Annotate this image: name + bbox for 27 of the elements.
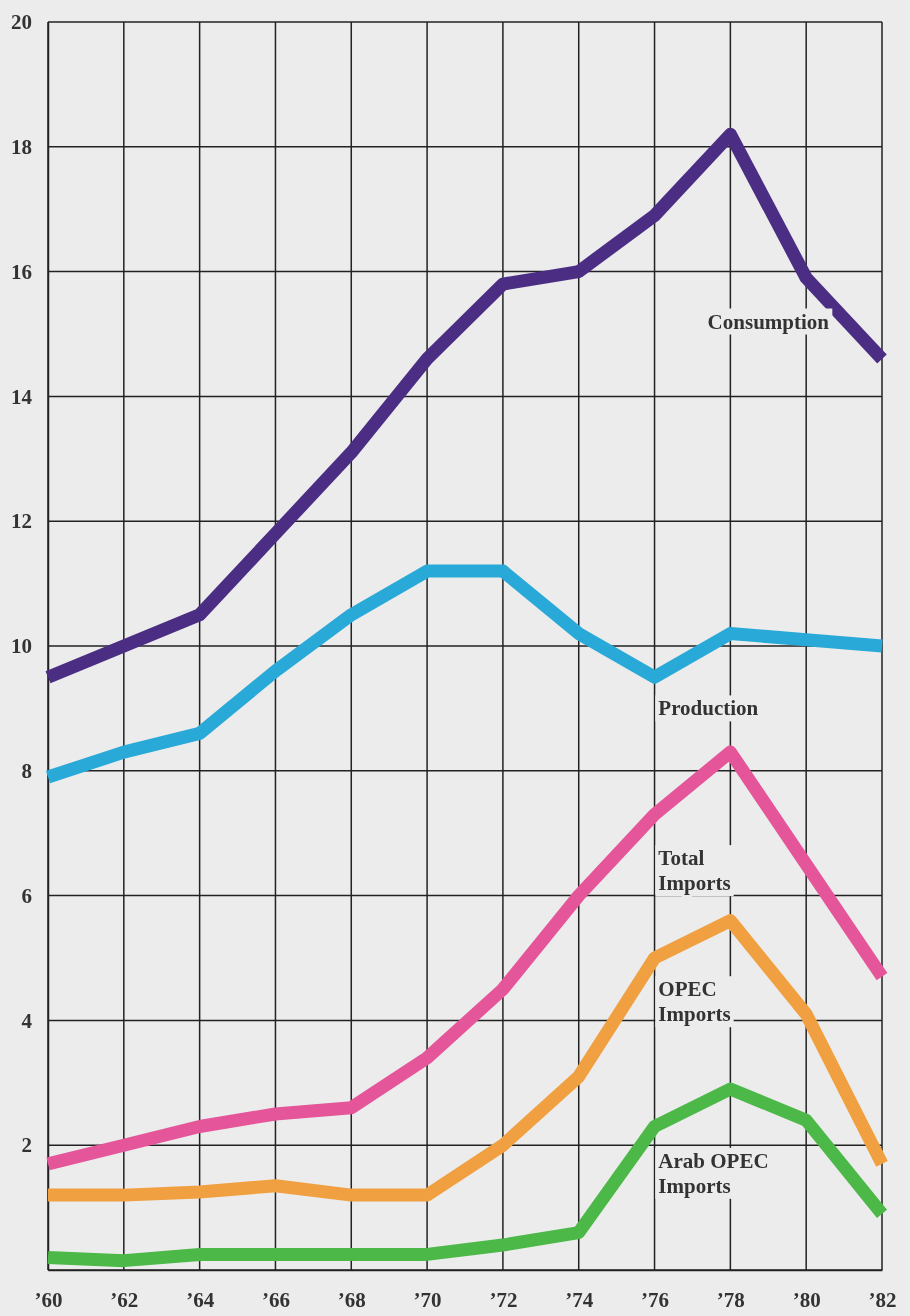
x-tick-label: ’82: [868, 1287, 897, 1312]
series-label: OPEC Imports: [658, 977, 731, 1027]
x-tick-label: ’78: [716, 1287, 745, 1312]
x-tick-label: ’62: [110, 1287, 139, 1312]
y-tick-label: 14: [11, 384, 33, 409]
x-tick-label: ’72: [489, 1287, 518, 1312]
y-tick-label: 6: [21, 883, 32, 908]
x-tick-label: ’70: [413, 1287, 442, 1312]
y-tick-label: 16: [11, 259, 32, 284]
x-tick-label: ’76: [641, 1287, 670, 1312]
x-tick-label: ’74: [565, 1287, 594, 1312]
y-tick-label: 18: [11, 135, 32, 160]
series-label: Production: [658, 696, 759, 721]
y-tick-label: 12: [11, 509, 32, 534]
y-tick-label: 10: [11, 634, 32, 659]
y-tick-label: 2: [21, 1133, 32, 1158]
x-tick-label: ’80: [792, 1287, 821, 1312]
x-tick-label: ’66: [261, 1287, 290, 1312]
x-tick-label: ’68: [337, 1287, 366, 1312]
y-tick-label: 4: [21, 1008, 33, 1033]
series-label: Consumption: [707, 309, 830, 334]
series-label: Arab OPEC Imports: [658, 1148, 769, 1198]
y-tick-label: 8: [21, 759, 32, 784]
y-tick-label: 20: [11, 10, 32, 35]
series-label: Total Imports: [658, 846, 731, 896]
x-tick-label: ’64: [186, 1287, 215, 1312]
x-tick-label: ’60: [34, 1287, 63, 1312]
